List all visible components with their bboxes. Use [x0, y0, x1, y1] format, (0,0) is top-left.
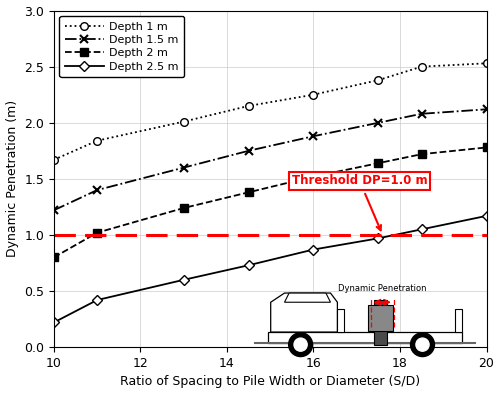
- Depth 2.5 m: [418, 227, 424, 232]
- Depth 1.5 m: [51, 208, 57, 213]
- Depth 2 m: [51, 255, 57, 260]
- Circle shape: [416, 338, 429, 351]
- Depth 1.5 m: [418, 112, 424, 116]
- Polygon shape: [270, 293, 338, 332]
- Depth 1 m: [51, 158, 57, 162]
- Depth 2 m: [484, 145, 490, 150]
- Depth 2.5 m: [94, 298, 100, 303]
- Depth 2 m: [180, 206, 186, 210]
- Depth 2 m: [376, 161, 382, 165]
- Y-axis label: Dynamic Penetration (m): Dynamic Penetration (m): [6, 100, 18, 257]
- Depth 2 m: [246, 190, 252, 195]
- Depth 2 m: [418, 152, 424, 156]
- Depth 2.5 m: [484, 214, 490, 218]
- Polygon shape: [454, 309, 462, 332]
- Line: Depth 2.5 m: Depth 2.5 m: [50, 212, 490, 326]
- Depth 2 m: [94, 230, 100, 235]
- Circle shape: [288, 333, 312, 357]
- Polygon shape: [338, 309, 344, 332]
- Depth 1.5 m: [310, 134, 316, 139]
- Text: Dynamic Penetration: Dynamic Penetration: [338, 284, 426, 293]
- Line: Depth 2 m: Depth 2 m: [50, 144, 490, 261]
- Depth 1.5 m: [484, 107, 490, 112]
- Depth 2.5 m: [246, 263, 252, 268]
- Text: Threshold DP=1.0 m: Threshold DP=1.0 m: [292, 175, 428, 230]
- Polygon shape: [284, 293, 331, 302]
- Depth 2 m: [310, 174, 316, 179]
- Depth 1.5 m: [180, 165, 186, 170]
- Depth 2.5 m: [310, 247, 316, 252]
- Bar: [368, 305, 392, 331]
- Depth 1 m: [310, 92, 316, 97]
- Line: Depth 1 m: Depth 1 m: [50, 59, 490, 164]
- Depth 1 m: [484, 61, 490, 66]
- Depth 2.5 m: [376, 236, 382, 241]
- Depth 1.5 m: [246, 149, 252, 153]
- Polygon shape: [268, 332, 462, 344]
- Depth 1 m: [376, 78, 382, 82]
- Depth 1 m: [94, 138, 100, 143]
- Line: Depth 1.5 m: Depth 1.5 m: [50, 105, 490, 214]
- Depth 1 m: [418, 64, 424, 69]
- Depth 1.5 m: [94, 188, 100, 192]
- Depth 2.5 m: [51, 320, 57, 325]
- Depth 1 m: [180, 119, 186, 124]
- Depth 1 m: [246, 104, 252, 108]
- Depth 2.5 m: [180, 277, 186, 282]
- Legend: Depth 1 m, Depth 1.5 m, Depth 2 m, Depth 2.5 m: Depth 1 m, Depth 1.5 m, Depth 2 m, Depth…: [60, 16, 184, 77]
- Circle shape: [294, 338, 307, 351]
- X-axis label: Ratio of Spacing to Pile Width or Diameter (S/D): Ratio of Spacing to Pile Width or Diamet…: [120, 375, 420, 388]
- Depth 1.5 m: [376, 121, 382, 125]
- Bar: [374, 300, 387, 345]
- Circle shape: [410, 333, 434, 357]
